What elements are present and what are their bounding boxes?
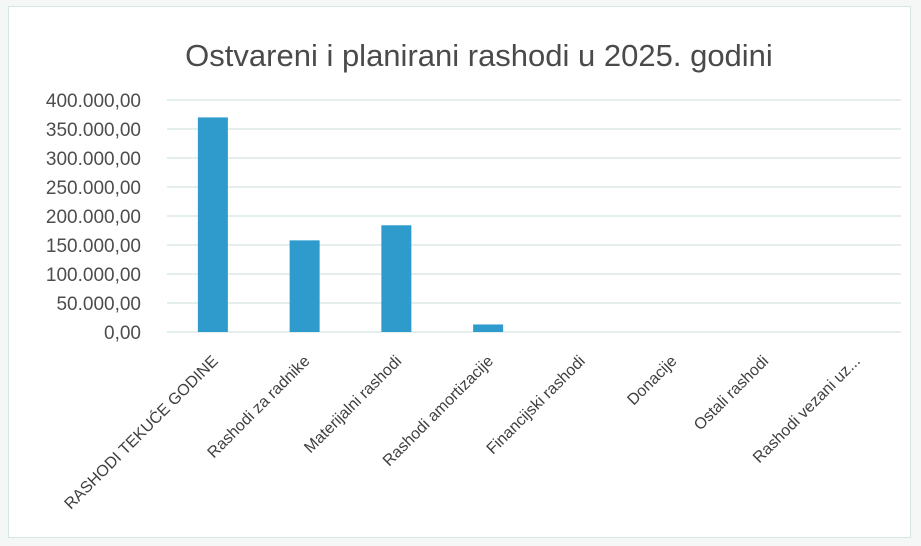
y-tick-label: 250.000,00 bbox=[46, 178, 141, 199]
chart-title: Ostvareni i planirani rashodi u 2025. go… bbox=[185, 38, 773, 73]
bar-chart: Ostvareni i planirani rashodi u 2025. go… bbox=[46, 38, 901, 513]
bar bbox=[473, 324, 504, 332]
y-tick-label: 200.000,00 bbox=[46, 207, 141, 228]
bar bbox=[381, 225, 412, 332]
y-tick-label: 150.000,00 bbox=[46, 236, 141, 257]
x-tick-label: Financijski rashodi bbox=[484, 353, 589, 458]
x-tick-label: Materijalni rashodi bbox=[301, 353, 405, 457]
y-tick-label: 300.000,00 bbox=[46, 149, 141, 170]
x-tick-label: RASHODI TEKUĆE GODINE bbox=[60, 351, 222, 513]
x-tick-label: Donacije bbox=[624, 353, 680, 409]
y-tick-label: 350.000,00 bbox=[46, 120, 141, 141]
bar bbox=[289, 240, 320, 332]
gridlines bbox=[167, 99, 901, 333]
chart-container: Ostvareni i planirani rashodi u 2025. go… bbox=[8, 6, 911, 538]
y-tick-label: 100.000,00 bbox=[46, 265, 141, 286]
bar bbox=[197, 117, 228, 333]
y-tick-label: 50.000,00 bbox=[56, 294, 141, 315]
y-axis-ticks: 0,00 50.000,00 100.000,00 150.000,00 200.000… bbox=[46, 91, 141, 344]
x-tick-label: Rashodi za radnike bbox=[205, 353, 314, 462]
bars bbox=[197, 117, 504, 333]
y-tick-label: 400.000,00 bbox=[46, 91, 141, 112]
x-tick-label: Ostali rashodi bbox=[691, 353, 772, 434]
y-tick-label: 0,00 bbox=[104, 323, 141, 344]
